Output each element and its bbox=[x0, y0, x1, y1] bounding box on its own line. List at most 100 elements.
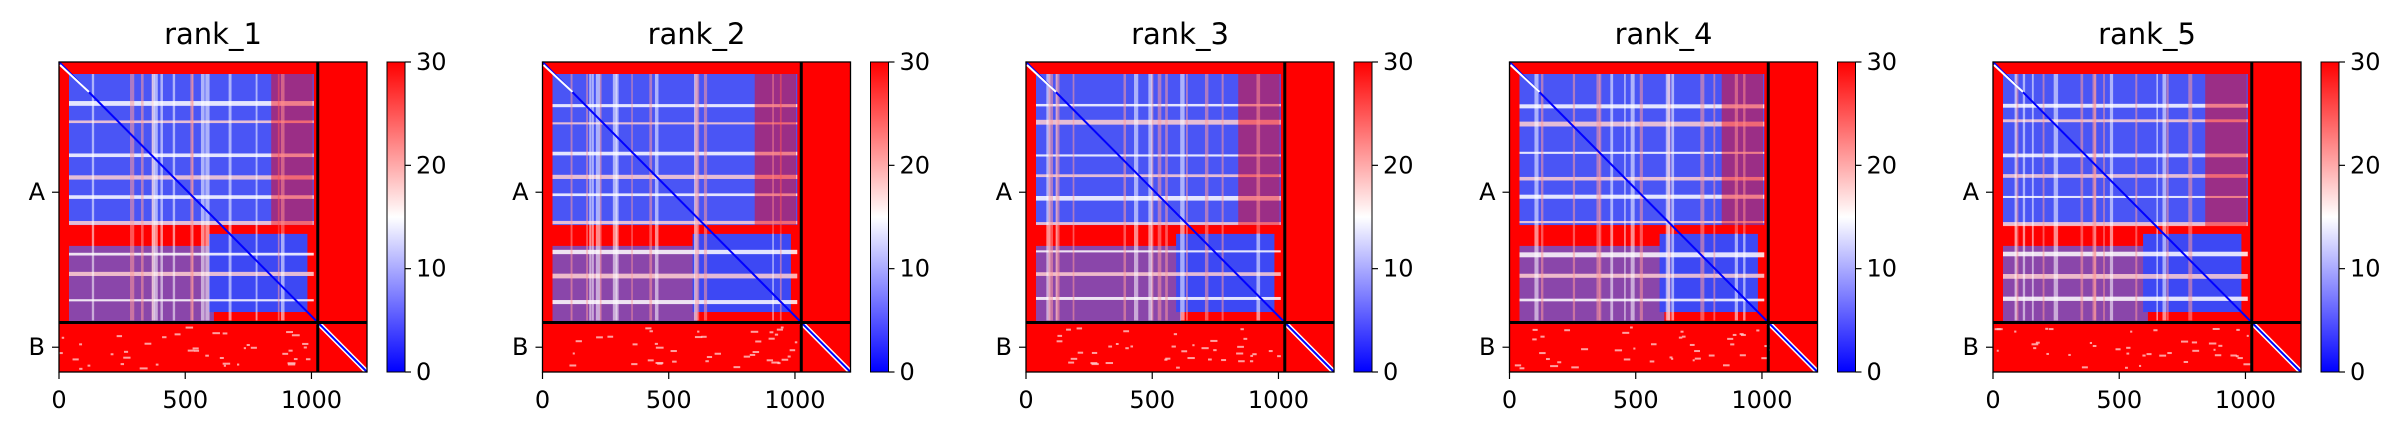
heatmap-speckle bbox=[750, 330, 759, 333]
heatmap-speckle bbox=[1649, 360, 1655, 363]
heatmap-speckle bbox=[287, 362, 296, 365]
colorbar-tick-label: 30 bbox=[1383, 48, 1414, 76]
heatmap-streak-h bbox=[552, 273, 798, 279]
heatmap-speckle bbox=[1996, 349, 1999, 352]
heatmap-streak-h bbox=[2003, 296, 2248, 301]
heatmap-edge-band bbox=[754, 72, 797, 234]
heatmap-streak-v bbox=[595, 74, 601, 321]
heatmap-speckle bbox=[701, 335, 707, 338]
heatmap-speckle bbox=[2237, 357, 2243, 360]
heatmap-speckle bbox=[2246, 334, 2249, 337]
heatmap-streak-v bbox=[280, 74, 285, 321]
heatmap-speckle bbox=[672, 360, 677, 363]
heatmap-speckle bbox=[1201, 347, 1209, 350]
x-tick-label: 500 bbox=[646, 386, 692, 414]
heatmap-streak-v bbox=[277, 74, 280, 321]
heatmap-speckle bbox=[657, 362, 663, 365]
heatmap-streak-v bbox=[1534, 74, 1539, 321]
heatmap-speckle bbox=[286, 331, 294, 334]
heatmap-speckle bbox=[2031, 343, 2039, 346]
heatmap-speckle bbox=[187, 349, 195, 352]
heatmap-streak-v bbox=[1148, 74, 1153, 321]
heatmap-streak-v bbox=[2014, 74, 2017, 321]
heatmap-speckle bbox=[155, 363, 159, 366]
heatmap-speckle bbox=[768, 337, 775, 340]
heatmap-speckle bbox=[1730, 343, 1735, 346]
heatmap-speckle bbox=[1277, 355, 1281, 358]
heatmap-streak-v bbox=[91, 74, 95, 321]
plot-frame bbox=[541, 61, 852, 373]
x-tick-label: 0 bbox=[535, 386, 550, 414]
heatmap-streak-v bbox=[2015, 74, 2019, 321]
heatmap-speckle bbox=[1514, 364, 1522, 367]
heatmap-streak-v bbox=[654, 74, 659, 321]
heatmap-streak-h bbox=[2003, 174, 2248, 178]
heatmap-speckle bbox=[1249, 360, 1254, 363]
heatmap-speckle bbox=[2068, 353, 2071, 356]
heatmap-speckle bbox=[2212, 327, 2220, 330]
heatmap-speckle bbox=[1650, 343, 1657, 346]
heatmap-streak-v bbox=[1221, 74, 1224, 321]
heatmap-speckle bbox=[1681, 335, 1686, 338]
heatmap-speckle bbox=[288, 349, 293, 352]
heatmap-speckle bbox=[1689, 343, 1695, 346]
heatmap-speckle bbox=[1268, 350, 1273, 353]
heatmap-speckle bbox=[774, 333, 779, 336]
heatmap-streak-v bbox=[1743, 74, 1746, 321]
heatmap-speckle bbox=[2236, 328, 2240, 331]
heatmap-streak-v bbox=[1639, 74, 1643, 321]
heatmap-streak-h bbox=[2003, 119, 2248, 123]
heatmap-streak-v bbox=[2109, 74, 2114, 321]
colorbar-tick-label: 20 bbox=[416, 151, 447, 179]
heatmap-block-a-diag bbox=[692, 233, 791, 313]
heatmap-speckle bbox=[87, 364, 91, 367]
heatmap-speckle bbox=[1727, 337, 1734, 340]
heatmap-speckle bbox=[1181, 350, 1188, 353]
subplot-title: rank_4 bbox=[1615, 17, 1713, 51]
heatmap-streak-v bbox=[1665, 74, 1670, 321]
heatmap-speckle bbox=[2213, 348, 2216, 351]
heatmap-speckle bbox=[697, 330, 700, 333]
heatmap-speckle bbox=[223, 364, 226, 367]
colorbar bbox=[386, 61, 406, 373]
heatmap-speckle bbox=[2124, 366, 2128, 369]
heatmap-speckle bbox=[2208, 342, 2217, 345]
heatmap-speckle bbox=[1623, 358, 1631, 361]
heatmap-speckle bbox=[1240, 328, 1244, 331]
heatmap-speckle bbox=[780, 326, 784, 329]
diagonal-a-highlight bbox=[59, 64, 90, 93]
heatmap-speckle bbox=[2191, 341, 2198, 344]
heatmap-speckle bbox=[205, 354, 209, 357]
colorbar-tick-label: 10 bbox=[416, 255, 447, 283]
heatmap-speckle bbox=[705, 360, 709, 363]
heatmap-speckle bbox=[162, 336, 167, 339]
colorbar-tick-label: 0 bbox=[900, 358, 915, 386]
heatmap-speckle bbox=[222, 362, 231, 365]
heatmap-streak-v bbox=[1134, 74, 1139, 321]
diagonal-a bbox=[541, 61, 802, 324]
heatmap-streak-v bbox=[2053, 74, 2059, 321]
heatmap-speckle bbox=[1076, 327, 1083, 330]
heatmap-streak-v bbox=[1624, 74, 1626, 321]
heatmap-streak-v bbox=[591, 74, 594, 321]
heatmap-streak-h bbox=[552, 249, 798, 255]
diagonal-b bbox=[1767, 321, 1819, 373]
heatmap-speckle bbox=[2146, 353, 2152, 356]
heatmap-streak-v bbox=[1671, 74, 1675, 321]
heatmap-streak-v bbox=[1630, 74, 1635, 321]
heatmap-speckle bbox=[302, 342, 309, 345]
heatmap-speckle bbox=[79, 343, 83, 346]
heatmap-speckle bbox=[1692, 359, 1695, 362]
heatmap-speckle bbox=[1187, 357, 1195, 360]
heatmap-speckle bbox=[2046, 352, 2049, 355]
heatmap-streak-v bbox=[1598, 74, 1602, 321]
x-tick-label: 1000 bbox=[281, 386, 342, 414]
heatmap-speckle bbox=[654, 342, 658, 345]
heatmap-streak-v bbox=[694, 74, 700, 321]
heatmap-speckle bbox=[655, 346, 664, 349]
heatmap-speckle bbox=[287, 363, 296, 366]
heatmap-speckle bbox=[72, 358, 79, 361]
heatmap-speckle bbox=[2243, 363, 2251, 366]
heatmap-speckle bbox=[649, 330, 653, 333]
